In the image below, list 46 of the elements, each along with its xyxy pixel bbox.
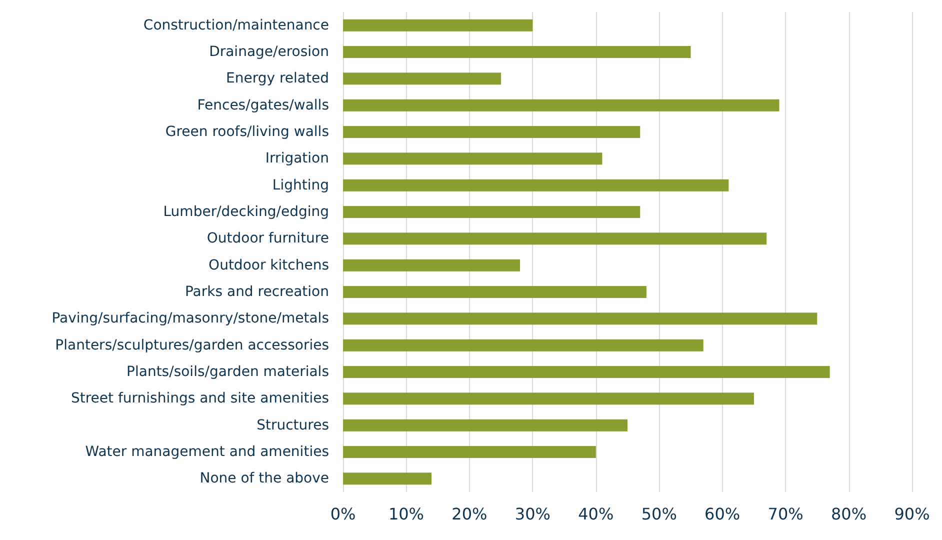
x-tick-label: 40%: [578, 504, 614, 524]
y-tick-label: Energy related: [226, 70, 329, 87]
y-tick-label: Green roofs/living walls: [165, 124, 329, 140]
x-tick-label: 60%: [704, 504, 740, 524]
bar: [343, 419, 628, 432]
y-tick-label: Lighting: [272, 177, 329, 194]
y-tick-label: Outdoor kitchens: [208, 257, 329, 274]
bar: [343, 72, 502, 85]
y-tick-label: Water management and amenities: [85, 444, 329, 460]
x-tick-label: 20%: [452, 504, 488, 524]
bar: [343, 312, 818, 325]
bar: [343, 366, 830, 378]
bar: [343, 339, 704, 352]
y-tick-label: Street furnishings and site amenities: [70, 390, 329, 407]
bar: [343, 259, 520, 272]
bar: [343, 126, 640, 138]
bar: [343, 99, 780, 112]
y-tick-label: Parks and recreation: [184, 284, 329, 300]
bar: [343, 19, 533, 32]
bar: [343, 206, 640, 218]
bar: [343, 472, 432, 485]
x-tick-label: 80%: [830, 504, 867, 524]
y-tick-label: None of the above: [200, 470, 329, 487]
y-tick-label: Lumber/decking/edging: [163, 204, 329, 220]
x-tick-label: 90%: [894, 504, 930, 524]
x-tick-label: 50%: [641, 504, 677, 524]
bar: [343, 232, 767, 245]
y-tick-label: Outdoor furniture: [206, 230, 329, 247]
bar: [343, 446, 596, 458]
y-tick-label: Construction/maintenance: [143, 17, 329, 34]
x-tick-label: 30%: [514, 504, 550, 524]
y-tick-label: Irrigation: [265, 150, 329, 167]
y-tick-label: Structures: [256, 417, 329, 434]
y-tick-label: Fences/gates/walls: [197, 97, 329, 114]
x-tick-label: 0%: [330, 504, 356, 524]
bar: [343, 152, 602, 165]
y-tick-label: Drainage/erosion: [209, 44, 329, 60]
x-tick-label: 70%: [768, 504, 804, 524]
x-tick-label: 10%: [388, 504, 424, 524]
y-tick-label: Paving/surfacing/masonry/stone/metals: [52, 310, 329, 327]
y-tick-label: Planters/sculptures/garden accessories: [55, 337, 329, 354]
bar: [343, 392, 754, 405]
y-tick-label: Plants/soils/garden materials: [126, 364, 329, 380]
bar: [343, 286, 646, 298]
bar: [343, 46, 691, 58]
bar: [343, 179, 729, 192]
